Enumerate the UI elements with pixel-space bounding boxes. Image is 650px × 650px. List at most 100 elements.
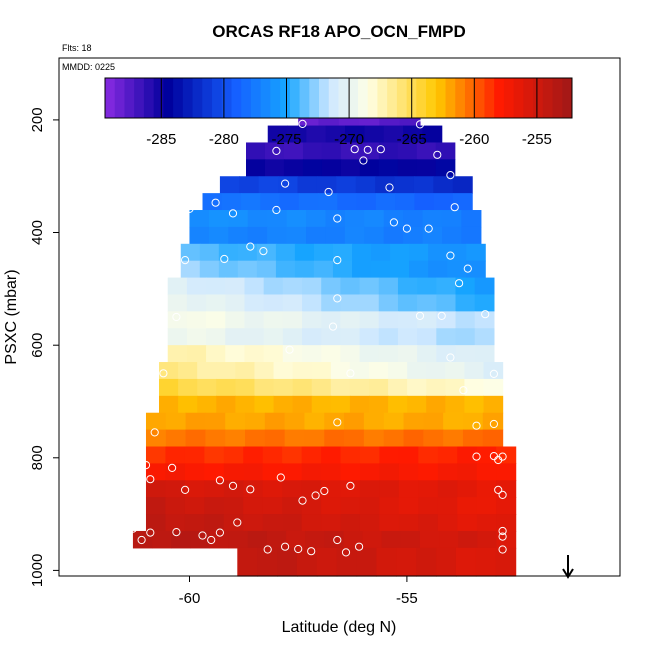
heatmap-cell (184, 463, 205, 481)
heatmap-cell (306, 125, 327, 144)
heatmap-cell (452, 193, 473, 211)
heatmap-cell (340, 463, 361, 481)
heatmap-cell (277, 547, 298, 577)
heatmap-cell (260, 193, 281, 211)
heatmap-cell (483, 378, 504, 397)
heatmap-cell (206, 311, 226, 329)
heatmap-cell (403, 210, 424, 228)
heatmap-cell (273, 395, 294, 414)
heatmap-cell (340, 277, 361, 296)
heatmap-cell (413, 176, 434, 194)
colorbar-frame (104, 77, 573, 119)
heatmap-cell (321, 514, 342, 532)
colorbar-tick-label: -265 (397, 131, 427, 148)
sample-point (489, 419, 498, 429)
colorbar-segment (114, 78, 125, 118)
heatmap-cell (474, 328, 495, 346)
heatmap-cell (340, 514, 361, 532)
sample-point (455, 279, 464, 288)
heatmap-cell (284, 429, 306, 448)
heatmap-cell (398, 446, 419, 464)
heatmap-cell (304, 429, 325, 448)
heatmap-cell (340, 497, 361, 515)
heatmap-cell (199, 243, 220, 262)
heatmap-cell (263, 311, 284, 329)
heatmap-cell (246, 159, 266, 177)
sample-point (459, 386, 468, 395)
y-axis: 200 400 600 800 1000 (29, 107, 59, 587)
heatmap-cell (379, 497, 400, 515)
heatmap-cell (282, 294, 303, 312)
heatmap-cell (388, 378, 408, 397)
heatmap-cell (165, 412, 187, 431)
sample-point (498, 452, 507, 461)
colorbar-segment (494, 78, 505, 118)
heatmap-cell (476, 463, 497, 481)
sample-point (294, 544, 303, 554)
heatmap-cell (208, 226, 229, 245)
heatmap-cell (337, 193, 358, 211)
heatmap-cell (321, 446, 342, 464)
heatmap-cell (184, 514, 205, 532)
sample-point (281, 179, 290, 188)
heatmap-cell (294, 260, 315, 279)
heatmap-cell (428, 243, 448, 262)
heatmap-cell (171, 530, 191, 549)
heatmap-cell (340, 345, 361, 363)
colorbar-segment (387, 78, 398, 118)
heatmap-cell (302, 294, 322, 312)
heatmap-cell (368, 378, 389, 397)
heatmap-cell (344, 226, 365, 245)
y-tick-label: 800 (29, 445, 46, 470)
heatmap-cell (178, 395, 198, 414)
heatmap-cell (245, 429, 266, 448)
sample-point (355, 542, 364, 551)
heatmap-cell (241, 193, 261, 211)
heatmap-cell (243, 480, 264, 498)
heatmap-cell (283, 159, 304, 177)
heatmap-cell (325, 125, 346, 144)
sample-point (311, 491, 320, 500)
heatmap-cell (189, 226, 210, 245)
heatmap-cell (428, 260, 448, 279)
heatmap-cell (409, 260, 429, 279)
heatmap-cell (461, 210, 482, 228)
heatmap-cell (475, 547, 497, 577)
sample-point (181, 485, 190, 494)
sample-point (350, 145, 359, 154)
heatmap-cell (243, 497, 264, 515)
colorbar-segment (533, 78, 544, 118)
sample-point (272, 205, 281, 215)
heatmap-cell (378, 277, 399, 296)
heatmap-cell (263, 345, 284, 363)
heatmap-cell (359, 463, 381, 481)
heatmap-cell (263, 294, 284, 312)
heatmap-cell (246, 142, 266, 160)
heatmap-cell (254, 362, 275, 380)
heatmap-cell (184, 446, 205, 464)
heatmap-cell (359, 277, 380, 296)
heatmap-cell (407, 378, 427, 397)
sample-point (333, 214, 342, 223)
sample-point (172, 312, 181, 322)
colorbar-segment (270, 78, 281, 118)
heatmap-cell (145, 497, 167, 515)
sample-point (220, 254, 229, 264)
sample-point (246, 242, 255, 251)
heatmap-cell (316, 547, 338, 577)
down-arrow-icon (562, 555, 574, 579)
heatmap-cell (376, 547, 397, 577)
heatmap-cell (298, 193, 319, 211)
heatmap-cell (364, 226, 385, 245)
heatmap-cell (359, 480, 381, 498)
x-axis: -60 -55 (179, 576, 418, 607)
heatmap-cell (461, 226, 482, 245)
heatmap-cell (287, 125, 307, 144)
sample-point (333, 294, 342, 303)
heatmap-cell (496, 530, 517, 549)
heatmap-cell (436, 294, 457, 312)
colorbar-segment (464, 78, 476, 118)
sample-point (320, 486, 329, 496)
heatmap-cell (282, 328, 303, 346)
colorbar-segment (426, 78, 437, 118)
